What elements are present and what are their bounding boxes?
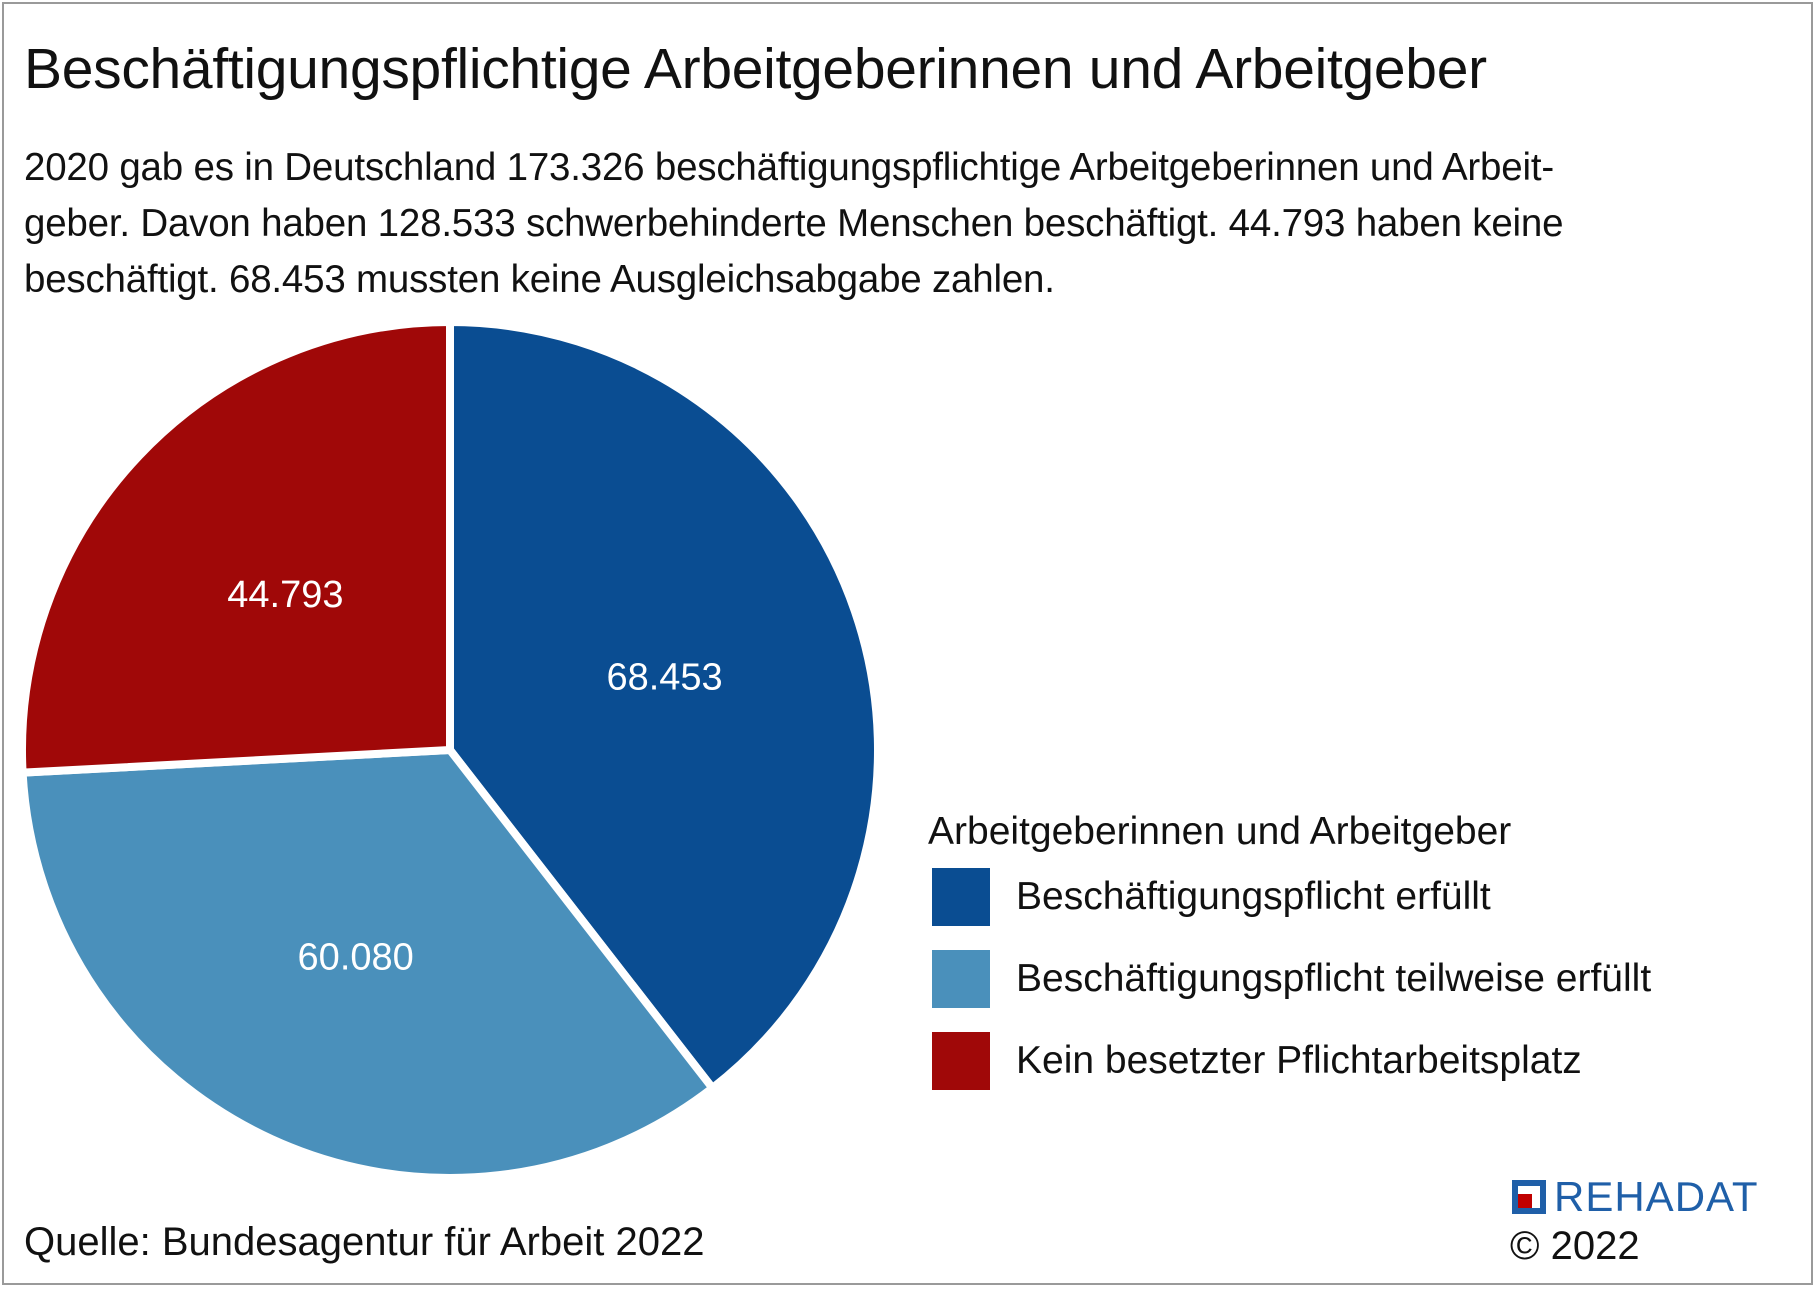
legend-label: Beschäftigungspflicht erfüllt [1016, 875, 1491, 918]
copyright: © 2022 [1510, 1224, 1640, 1268]
subtitle-line: beschäftigt. 68.453 mussten keine Ausgle… [24, 258, 1055, 301]
legend-title: Arbeitgeberinnen und Arbeitgeber [928, 810, 1512, 853]
pie-slice-erfuellt [446, 317, 882, 1094]
rehadat-logo: REHADAT [1512, 1175, 1759, 1219]
legend-item-erfuellt: Beschäftigungspflicht erfüllt [928, 868, 1651, 926]
source-note: Quelle: Bundesagentur für Arbeit 2022 [24, 1220, 705, 1264]
pie-slice-kein [18, 317, 454, 777]
subtitle-line: 2020 gab es in Deutschland 173.326 besch… [24, 146, 1554, 189]
legend: Arbeitgeberinnen und Arbeitgeber Beschäf… [928, 810, 1651, 1114]
legend-item-teilweise: Beschäftigungspflicht teilweise erfüllt [928, 950, 1651, 1008]
legend-swatch [932, 1032, 990, 1090]
pie-value-label: 60.080 [298, 936, 414, 978]
legend-swatch [932, 950, 990, 1008]
logo-mark-icon [1512, 1180, 1546, 1214]
legend-swatch [932, 868, 990, 926]
subtitle-line: geber. Davon haben 128.533 schwerbehinde… [24, 202, 1564, 245]
logo-text: REHADAT [1554, 1173, 1759, 1220]
chart-subtitle: 2020 gab es in Deutschland 173.326 besch… [24, 140, 1764, 308]
legend-label: Beschäftigungspflicht teilweise erfüllt [1016, 957, 1652, 1000]
legend-item-kein: Kein besetzter Pflichtarbeitsplatz [928, 1032, 1651, 1090]
pie-value-label: 44.793 [227, 574, 343, 616]
chart-title: Beschäftigungspflichtige Arbeitgeberinne… [24, 37, 1487, 101]
pie-slice-teilweise [18, 745, 719, 1182]
pie-value-label: 68.453 [606, 656, 722, 698]
legend-label: Kein besetzter Pflichtarbeitsplatz [1016, 1039, 1582, 1082]
